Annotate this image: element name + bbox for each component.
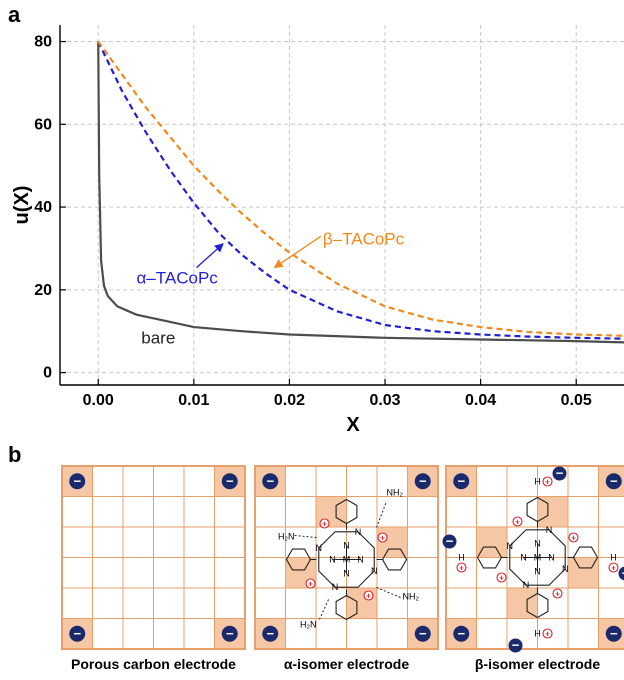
annotations: bare α–TACoPc β–TACoPc xyxy=(136,229,404,347)
y-tick-label: 60 xyxy=(34,116,52,133)
panel-a-label: a xyxy=(8,2,21,27)
chem-label: N xyxy=(332,582,339,592)
minus-sign: − xyxy=(556,466,564,481)
chem-label: NH₂ xyxy=(403,592,420,602)
x-tick-label: 0.03 xyxy=(369,392,400,409)
y-tick-label: 0 xyxy=(43,365,52,382)
chem-label: M xyxy=(534,553,542,563)
chem-label: M xyxy=(343,555,351,565)
plus-sign: + xyxy=(555,590,560,599)
y-tick-label: 20 xyxy=(34,282,52,299)
annotation-label-1: α–TACoPc xyxy=(136,269,218,288)
hydrogen-bond xyxy=(295,536,317,538)
x-tick-label: 0.05 xyxy=(561,392,592,409)
tick-labels: 0.00 0.01 0.02 0.03 0.04 0.05 0 20 40 60 80 xyxy=(34,34,592,409)
minus-sign: − xyxy=(457,473,465,488)
hydrogen-bond xyxy=(377,502,387,528)
hydrogen-bond xyxy=(377,588,401,598)
minus-sign: − xyxy=(446,534,454,549)
minus-sign: − xyxy=(266,626,274,641)
series-lines xyxy=(98,42,624,343)
pore-cell xyxy=(477,527,508,558)
chem-label: N xyxy=(357,555,364,565)
x-axis-title: X xyxy=(346,414,360,436)
plus-sign: + xyxy=(499,574,504,583)
plus-sign: + xyxy=(459,564,464,573)
plus-sign: + xyxy=(515,518,520,527)
chem-label: NH₂ xyxy=(387,488,404,498)
chem-label: N xyxy=(355,527,362,537)
series-line-1 xyxy=(98,42,624,339)
minus-sign: − xyxy=(419,626,427,641)
chem-label: N xyxy=(548,553,555,563)
electrode-panel-0: − − − − xyxy=(62,466,245,649)
plus-sign: + xyxy=(366,592,371,601)
chem-label: N xyxy=(520,553,527,563)
minus-sign: − xyxy=(457,626,465,641)
minus-sign: − xyxy=(266,473,274,488)
x-tick-label: 0.04 xyxy=(465,392,496,409)
plus-sign: + xyxy=(545,478,550,487)
pore-cell xyxy=(507,588,538,619)
pore-cell xyxy=(568,558,599,589)
minus-sign: − xyxy=(73,473,81,488)
annotation-arrow-1 xyxy=(196,244,222,267)
chem-label: N xyxy=(534,539,541,549)
chem-label: N xyxy=(523,580,530,590)
chem-label: H xyxy=(534,477,541,487)
chem-label: N xyxy=(507,541,514,551)
chem-label: N xyxy=(562,564,569,574)
chem-label: N xyxy=(343,541,350,551)
chem-label: N xyxy=(371,566,378,576)
series-line-2 xyxy=(98,42,624,336)
plus-sign: + xyxy=(611,564,616,573)
annotation-arrow-2 xyxy=(275,236,321,267)
minus-sign: − xyxy=(512,638,520,653)
minus-sign: − xyxy=(419,473,427,488)
electrode-caption-1: α-isomer electrode xyxy=(284,656,410,672)
minus-sign: − xyxy=(226,626,234,641)
minus-sign: − xyxy=(610,473,618,488)
annotation-label-0: bare xyxy=(141,329,175,348)
x-tick-label: 0.02 xyxy=(274,392,305,409)
panel-b-label: b xyxy=(8,442,21,467)
annotation-label-2: β–TACoPc xyxy=(323,229,405,248)
chem-label: N xyxy=(316,543,323,553)
chem-label: H xyxy=(534,629,541,639)
chem-label: N xyxy=(534,567,541,577)
series-line-0 xyxy=(98,42,624,343)
x-tick-label: 0.00 xyxy=(83,392,114,409)
plus-sign: + xyxy=(571,534,576,543)
plus-sign: + xyxy=(545,630,550,639)
chem-label: H xyxy=(458,553,465,563)
plus-sign: + xyxy=(322,520,327,529)
x-tick-label: 0.01 xyxy=(178,392,209,409)
y-axis-title: u(X) xyxy=(11,186,33,225)
minus-sign: − xyxy=(610,626,618,641)
chem-label: H₂N xyxy=(300,620,317,630)
pore-cell xyxy=(538,497,569,528)
minus-sign: − xyxy=(73,626,81,641)
chem-label: H₂N xyxy=(278,532,295,542)
chem-label: H xyxy=(610,553,617,563)
y-tick-label: 40 xyxy=(34,199,52,216)
y-tick-label: 80 xyxy=(34,34,52,51)
electrode-caption-0: Porous carbon electrode xyxy=(71,656,236,672)
plus-sign: + xyxy=(308,580,313,589)
plus-sign: + xyxy=(380,534,385,543)
chem-label: N xyxy=(546,525,553,535)
minus-sign: − xyxy=(226,473,234,488)
electrode-caption-2: β-isomer electrode xyxy=(475,656,600,672)
chem-label: N xyxy=(329,555,336,565)
chem-label: N xyxy=(343,569,350,579)
